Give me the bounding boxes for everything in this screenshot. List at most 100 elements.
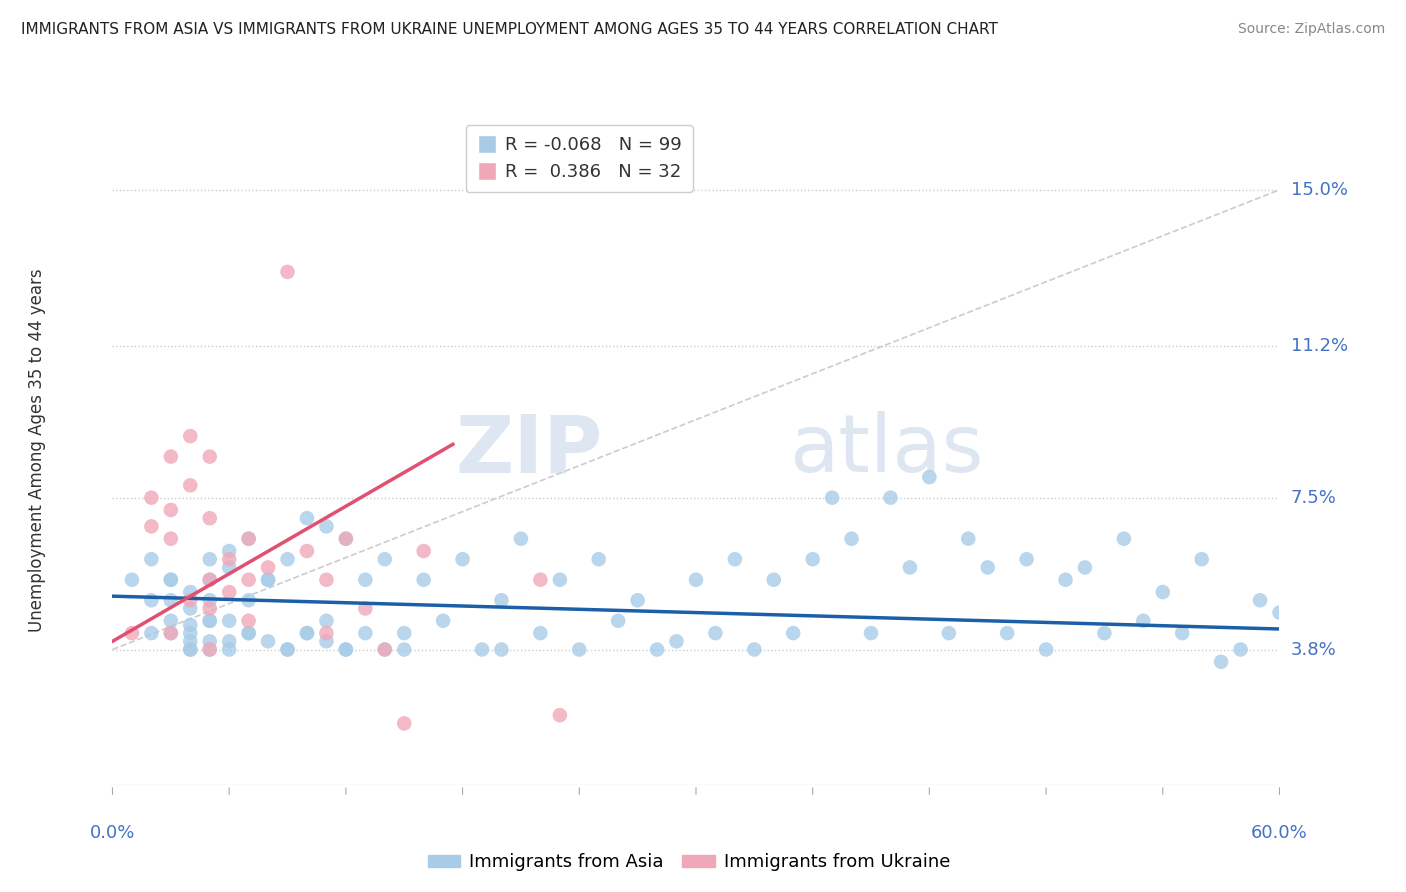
Point: [276, 552, 298, 566]
Text: IMMIGRANTS FROM ASIA VS IMMIGRANTS FROM UKRAINE UNEMPLOYMENT AMONG AGES 35 TO 44: IMMIGRANTS FROM ASIA VS IMMIGRANTS FROM …: [21, 22, 998, 37]
Point: [218, 585, 240, 599]
Point: [238, 573, 260, 587]
Point: [1191, 552, 1213, 566]
Text: 7.5%: 7.5%: [1291, 489, 1337, 507]
Legend: Immigrants from Asia, Immigrants from Ukraine: Immigrants from Asia, Immigrants from Uk…: [420, 847, 957, 879]
Point: [141, 626, 163, 640]
Point: [354, 626, 377, 640]
Point: [218, 552, 240, 566]
Point: [742, 642, 765, 657]
Point: [1092, 626, 1115, 640]
Point: [238, 593, 260, 607]
Point: [548, 708, 571, 723]
Point: [374, 552, 396, 566]
Point: [218, 560, 240, 574]
Point: [198, 593, 221, 607]
Point: [198, 642, 221, 657]
Point: [257, 573, 280, 587]
Point: [198, 642, 221, 657]
Point: [276, 642, 298, 657]
Point: [315, 519, 337, 533]
Point: [179, 618, 201, 632]
Point: [451, 552, 474, 566]
Point: [218, 544, 240, 558]
Point: [160, 450, 183, 464]
Point: [121, 626, 143, 640]
Text: ZIP: ZIP: [456, 411, 603, 490]
Point: [295, 626, 318, 640]
Point: [471, 642, 494, 657]
Point: [665, 634, 688, 648]
Point: [354, 601, 377, 615]
Point: [160, 614, 183, 628]
Point: [995, 626, 1018, 640]
Point: [898, 560, 921, 574]
Point: [218, 614, 240, 628]
Point: [412, 544, 434, 558]
Point: [160, 532, 183, 546]
Point: [392, 626, 416, 640]
Point: [315, 626, 337, 640]
Text: Source: ZipAtlas.com: Source: ZipAtlas.com: [1237, 22, 1385, 37]
Point: [491, 593, 513, 607]
Point: [392, 642, 416, 657]
Point: [529, 573, 551, 587]
Point: [568, 642, 591, 657]
Point: [1209, 655, 1232, 669]
Point: [160, 503, 183, 517]
Point: [179, 642, 201, 657]
Point: [685, 573, 707, 587]
Point: [238, 532, 260, 546]
Point: [179, 585, 201, 599]
Point: [374, 642, 396, 657]
Point: [198, 450, 221, 464]
Point: [957, 532, 980, 546]
Text: atlas: atlas: [789, 411, 984, 490]
Point: [238, 626, 260, 640]
Point: [238, 532, 260, 546]
Point: [198, 634, 221, 648]
Point: [392, 716, 416, 731]
Point: [1015, 552, 1038, 566]
Point: [762, 573, 785, 587]
Point: [841, 532, 863, 546]
Point: [354, 573, 377, 587]
Point: [1249, 593, 1271, 607]
Legend: R = -0.068   N = 99, R =  0.386   N = 32: R = -0.068 N = 99, R = 0.386 N = 32: [465, 125, 693, 192]
Point: [607, 614, 630, 628]
Text: Unemployment Among Ages 35 to 44 years: Unemployment Among Ages 35 to 44 years: [28, 268, 45, 632]
Point: [121, 573, 143, 587]
Point: [1268, 606, 1291, 620]
Point: [724, 552, 747, 566]
Point: [335, 532, 357, 546]
Point: [315, 573, 337, 587]
Point: [141, 593, 163, 607]
Point: [141, 552, 163, 566]
Point: [198, 552, 221, 566]
Point: [141, 491, 163, 505]
Point: [315, 614, 337, 628]
Point: [782, 626, 804, 640]
Point: [976, 560, 998, 574]
Point: [704, 626, 727, 640]
Point: [198, 573, 221, 587]
Point: [295, 626, 318, 640]
Point: [1074, 560, 1097, 574]
Point: [938, 626, 960, 640]
Point: [412, 573, 434, 587]
Point: [198, 614, 221, 628]
Point: [179, 601, 201, 615]
Point: [645, 642, 668, 657]
Point: [879, 491, 901, 505]
Point: [198, 511, 221, 525]
Point: [1112, 532, 1135, 546]
Text: 0.0%: 0.0%: [90, 824, 135, 842]
Point: [257, 560, 280, 574]
Point: [859, 626, 883, 640]
Point: [509, 532, 531, 546]
Point: [1229, 642, 1251, 657]
Point: [198, 601, 221, 615]
Point: [529, 626, 551, 640]
Point: [238, 626, 260, 640]
Text: 3.8%: 3.8%: [1291, 640, 1336, 658]
